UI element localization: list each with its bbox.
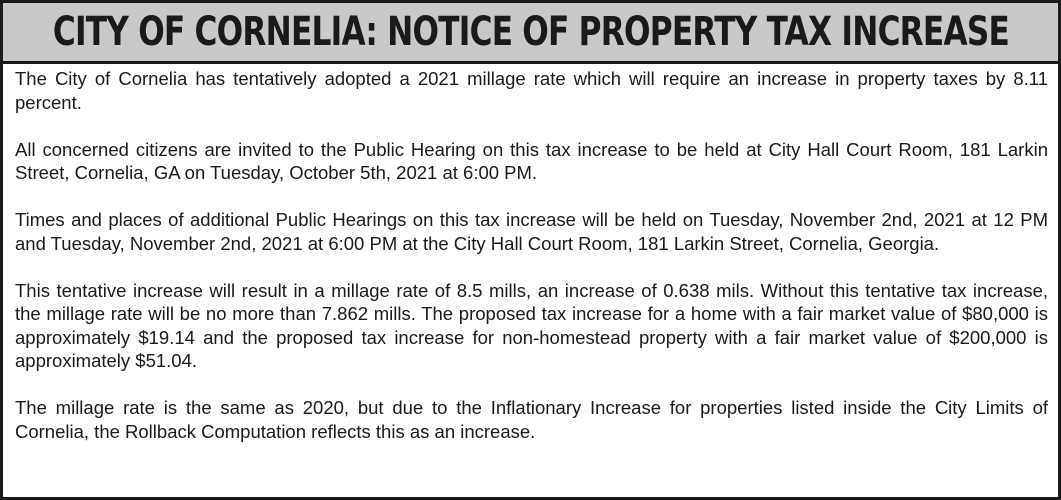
paragraph-millage-details: This tentative increase will result in a…	[15, 279, 1048, 372]
paragraph-tentative-adoption: The City of Cornelia has tentatively ado…	[15, 68, 1048, 113]
paragraph-public-hearing: All concerned citizens are invited to th…	[15, 138, 1048, 184]
paragraph-additional-hearings: Times and places of additional Public He…	[15, 209, 1048, 254]
notice-header: City of Cornelia: Notice of Property Tax…	[3, 3, 1058, 64]
notice-body: The City of Cornelia has tentatively ado…	[3, 64, 1058, 443]
paragraph-rollback-explanation: The millage rate is the same as 2020, bu…	[15, 397, 1048, 442]
notice-title: City of Cornelia: Notice of Property Tax…	[52, 9, 1009, 55]
